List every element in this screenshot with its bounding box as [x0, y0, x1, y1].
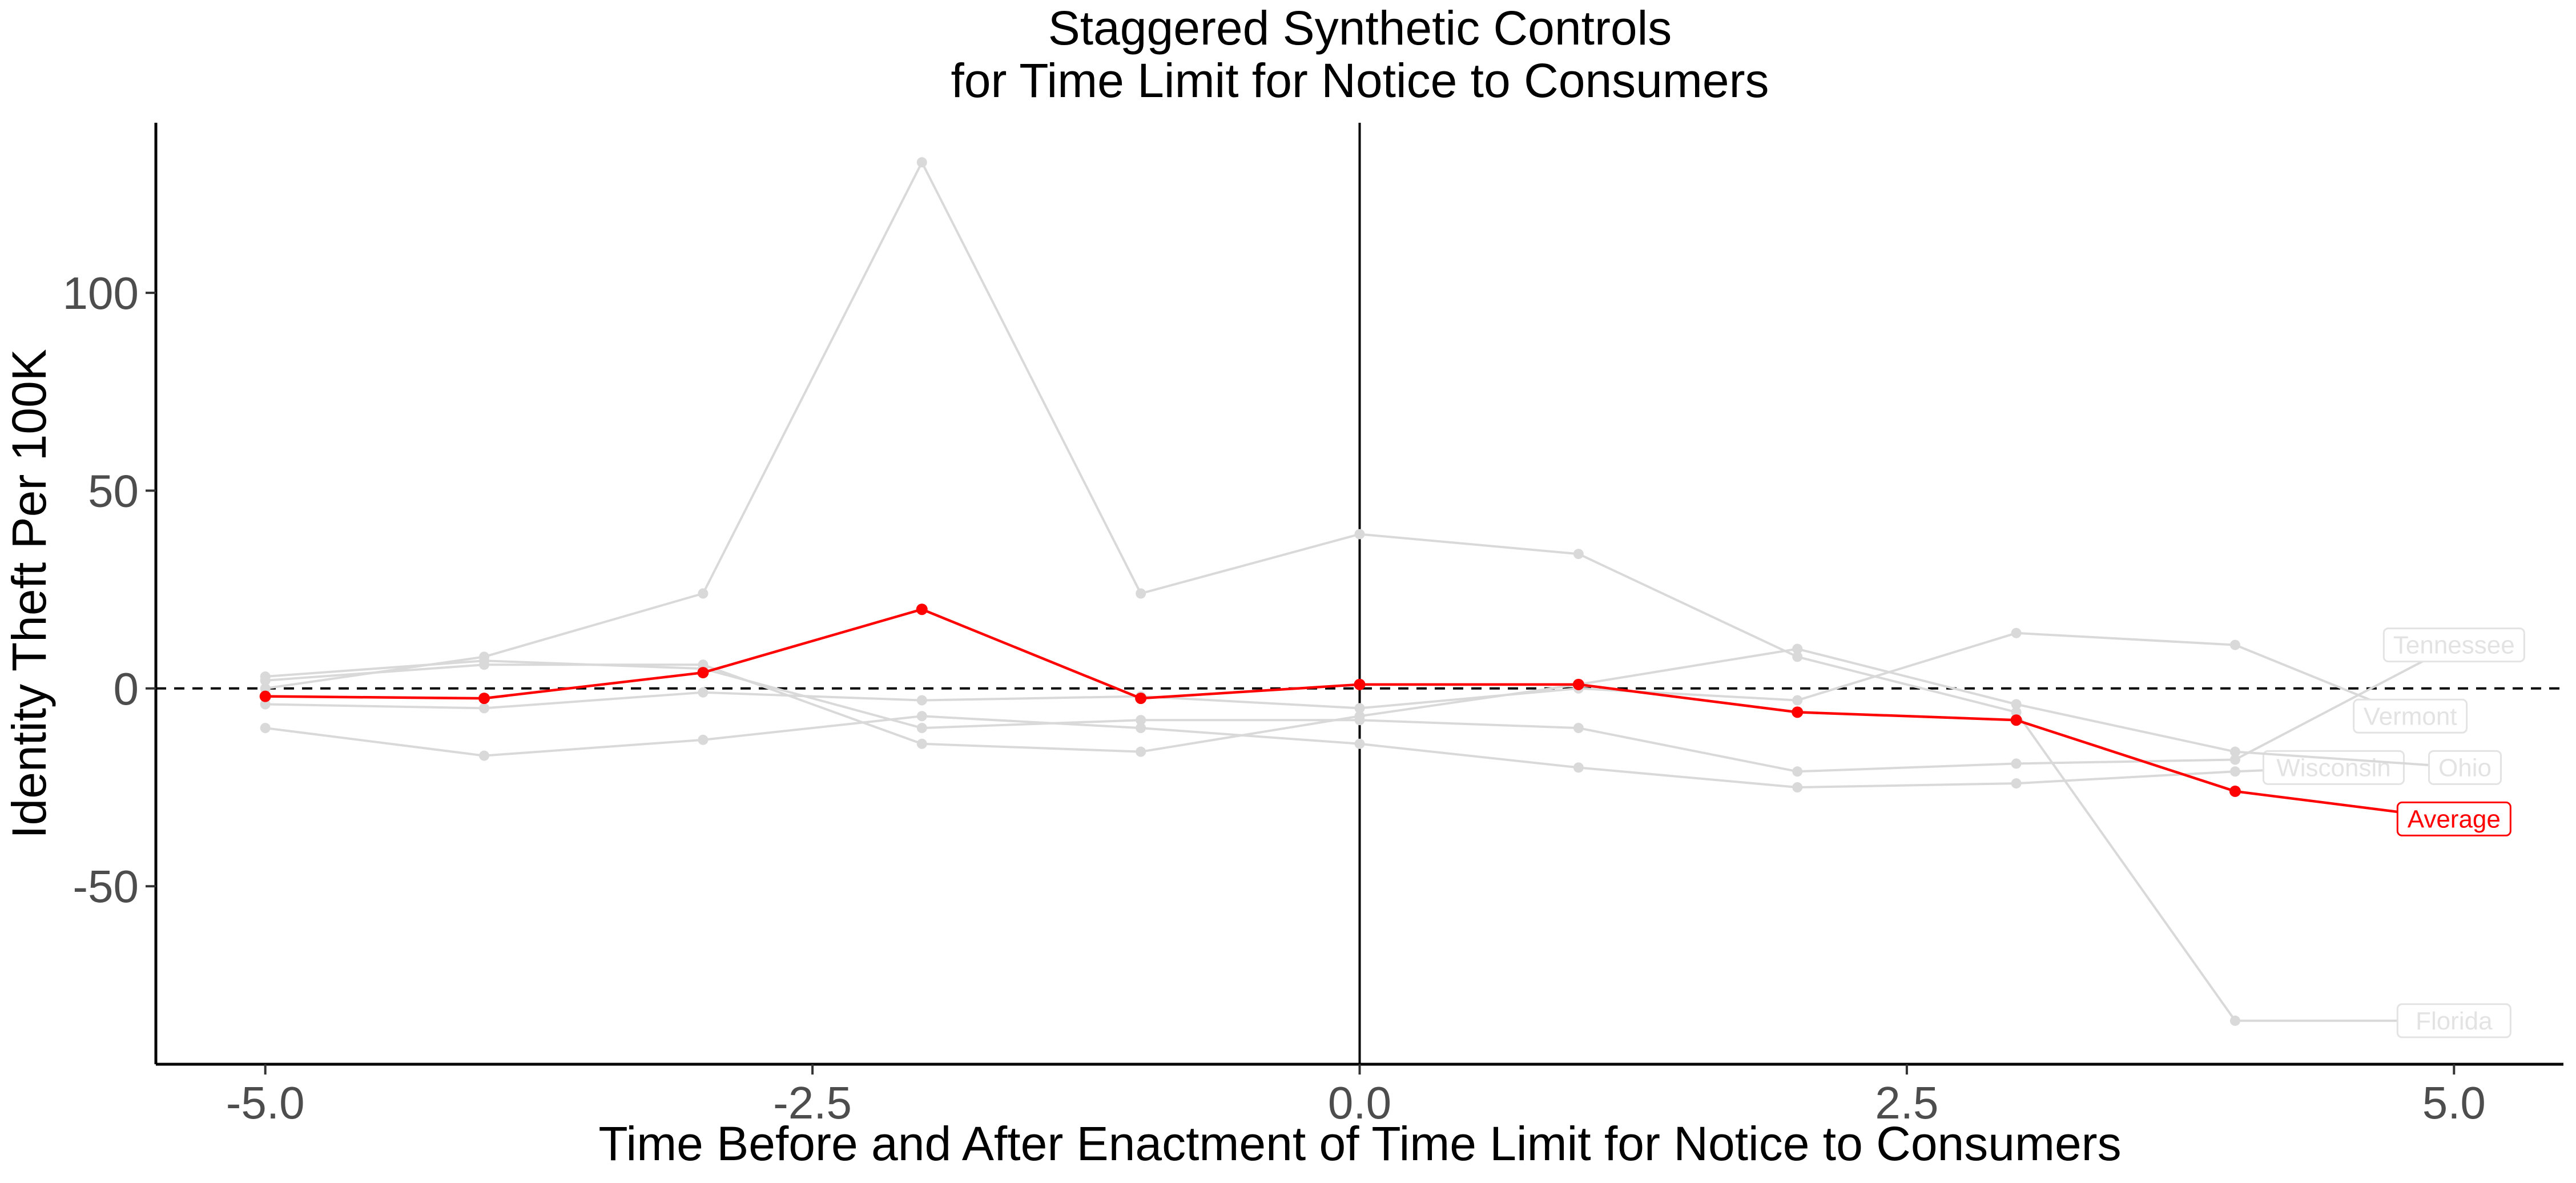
series-ohio: Ohio [260, 643, 2502, 785]
series-end-label-box-tennessee [2382, 627, 2525, 663]
data-point-tennessee [916, 723, 927, 734]
series-end-label-box-average [2396, 801, 2511, 836]
data-point-vermont [2011, 627, 2022, 638]
series-end-label-average: Average [2408, 805, 2501, 833]
x-tick-label: 0.0 [1328, 1077, 1391, 1128]
data-point-wisconsin [1354, 738, 1365, 749]
data-point-tennessee [1136, 715, 1146, 726]
data-point-average [1572, 678, 1584, 690]
data-point-average [916, 603, 928, 615]
y-tick-label: 100 [63, 268, 139, 319]
series-end-label-box-vermont [2353, 698, 2468, 734]
series-end-label-box-wisconsin [2262, 750, 2405, 785]
data-point-wisconsin [698, 734, 709, 745]
data-point-florida [2011, 707, 2022, 718]
data-point-average [1354, 678, 1366, 690]
series-line-wisconsin [265, 715, 2236, 789]
data-point-vermont [2229, 639, 2240, 650]
data-point-ohio [1354, 711, 1365, 722]
data-point-wisconsin [2011, 778, 2022, 789]
data-point-florida [2229, 1015, 2240, 1026]
series-tennessee: Tennessee [260, 627, 2525, 777]
series-line-florida [265, 159, 2236, 1021]
data-point-ohio [260, 675, 271, 686]
data-point-ohio [1792, 643, 1803, 654]
data-point-florida [1792, 651, 1803, 662]
data-point-average [697, 667, 709, 679]
series-end-label-florida: Florida [2416, 1007, 2493, 1035]
data-point-ohio [698, 659, 709, 670]
x-axis-title: Time Before and After Enactment of Time … [598, 1117, 2121, 1170]
data-point-tennessee [1573, 723, 1584, 734]
data-point-average [2229, 785, 2241, 797]
x-tick-label: 2.5 [1875, 1077, 1938, 1128]
data-point-vermont [698, 687, 709, 698]
series-end-label-tennessee: Tennessee [2393, 631, 2515, 659]
y-tick-label: 50 [88, 465, 139, 516]
y-axis-ticks: -50 0 50 100 [63, 268, 156, 912]
data-point-vermont [1354, 703, 1365, 714]
chart-title-line-1: Staggered Synthetic Controls [1048, 1, 1672, 55]
data-point-florida [1136, 588, 1146, 599]
data-point-average [259, 690, 271, 702]
data-point-average [2010, 714, 2022, 726]
data-point-wisconsin [260, 723, 271, 734]
data-point-vermont [479, 703, 490, 714]
data-point-average [1792, 706, 1804, 718]
chart-title-line-2: for Time Limit for Notice to Consumers [951, 54, 1769, 107]
data-point-vermont [916, 695, 927, 706]
data-point-average [1135, 693, 1147, 705]
data-point-florida [260, 683, 271, 694]
data-point-florida [1354, 529, 1365, 540]
y-tick-label: -50 [73, 861, 139, 912]
data-point-wisconsin [1136, 723, 1146, 734]
data-point-wisconsin [2229, 766, 2240, 777]
series-label-connector-tennessee [2235, 643, 2455, 761]
series-end-label-box-florida [2396, 1003, 2511, 1039]
series-wisconsin: Wisconsin [260, 711, 2405, 792]
data-point-ohio [2229, 746, 2240, 757]
x-tick-label: -2.5 [773, 1077, 852, 1128]
x-tick-label: 5.0 [2422, 1077, 2486, 1128]
series-end-label-vermont: Vermont [2364, 702, 2457, 730]
data-point-tennessee [1792, 766, 1803, 777]
data-point-average [478, 693, 490, 705]
data-point-wisconsin [479, 750, 490, 761]
data-point-florida [698, 588, 709, 599]
data-point-wisconsin [1792, 782, 1803, 792]
y-tick-label: 0 [114, 663, 139, 714]
data-point-ohio [479, 659, 490, 670]
x-tick-label: -5.0 [226, 1077, 305, 1128]
series-florida: Florida [260, 157, 2511, 1039]
series-line-ohio [265, 647, 2236, 753]
data-point-wisconsin [916, 711, 927, 722]
series-average: Average [259, 603, 2511, 836]
data-point-ohio [2011, 699, 2022, 710]
data-point-florida [1573, 549, 1584, 560]
series-line-vermont [265, 631, 2236, 710]
y-axis-title: Identity Theft Per 100K [2, 349, 56, 839]
data-point-vermont [1792, 695, 1803, 706]
series-label-connector-ohio [2235, 750, 2465, 769]
series-end-label-box-ohio [2428, 750, 2502, 785]
series-line-average [265, 607, 2236, 793]
data-point-ohio [1136, 746, 1146, 757]
data-point-tennessee [2229, 754, 2240, 765]
data-point-wisconsin [1573, 762, 1584, 773]
data-point-tennessee [2011, 758, 2022, 769]
x-axis-ticks: -5.0 -2.5 0.0 2.5 5.0 [226, 1064, 2486, 1128]
series-end-label-ohio: Ohio [2438, 754, 2492, 782]
data-point-ohio [916, 738, 927, 749]
data-point-vermont [260, 699, 271, 710]
data-point-florida [916, 157, 927, 168]
